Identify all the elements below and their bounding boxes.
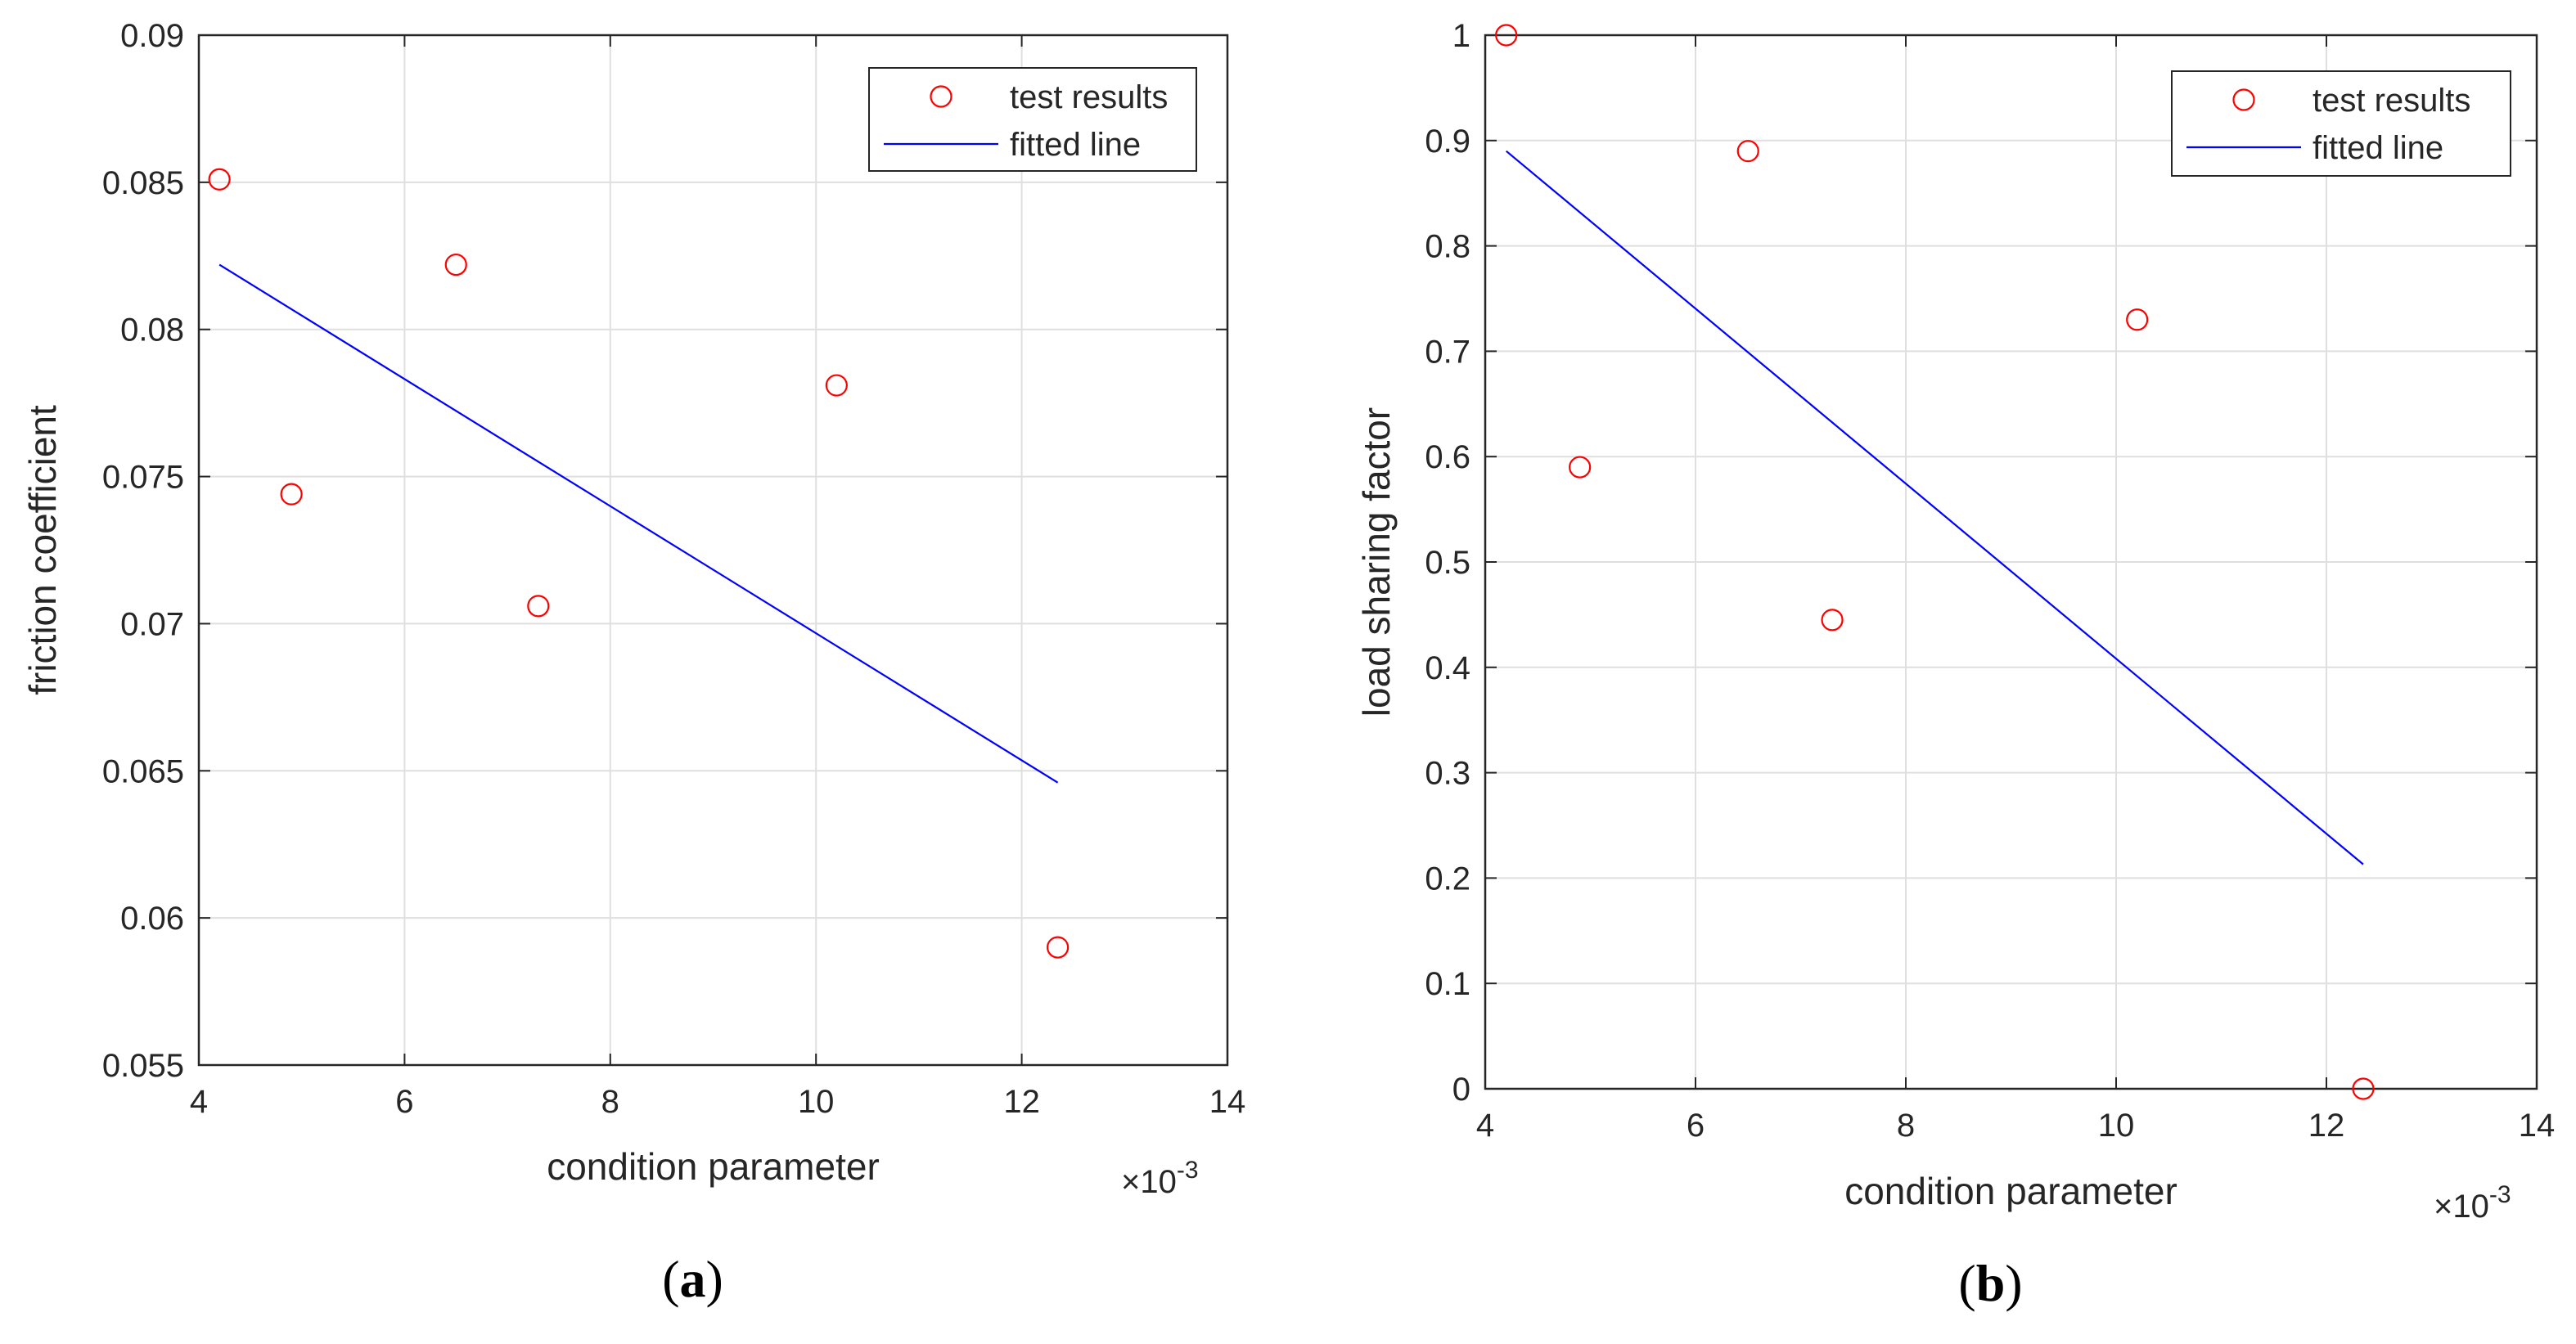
- data-point: [280, 483, 303, 506]
- x-axis-multiplier-base: ×10: [1121, 1164, 1177, 1200]
- x-axis-multiplier: ×10-3: [2434, 1181, 2511, 1225]
- panel-caption-letter: a: [680, 1250, 706, 1308]
- plot-area: [199, 35, 1227, 1065]
- y-tick-label: 0.085: [102, 165, 184, 201]
- x-tick-label: 12: [2308, 1108, 2345, 1144]
- panel-caption-letter: b: [1976, 1254, 2006, 1312]
- x-tick-label: 8: [1897, 1108, 1915, 1144]
- data-point: [444, 253, 467, 276]
- data-point: [1821, 609, 1844, 632]
- x-axis-multiplier-exponent: -3: [1177, 1157, 1199, 1184]
- data-point: [1736, 140, 1759, 163]
- y-tick-label: 0.06: [120, 901, 184, 937]
- y-tick-label: 0.2: [1425, 861, 1470, 897]
- data-point: [2126, 308, 2149, 331]
- legend-marker-swatch: [2232, 88, 2255, 111]
- y-tick-label: 0: [1452, 1072, 1470, 1108]
- legend-entry: test results: [2313, 83, 2470, 119]
- y-tick-label: 0.6: [1425, 439, 1470, 475]
- y-axis-label: load sharing factor: [1355, 407, 1398, 717]
- y-axis-label: friction coefficient: [21, 405, 64, 695]
- panel-caption: (b): [1958, 1254, 2022, 1312]
- x-tick-label: 10: [798, 1084, 835, 1120]
- legend-entry: test results: [1010, 79, 1168, 115]
- x-tick-label: 6: [1687, 1108, 1705, 1144]
- y-tick-label: 0.8: [1425, 229, 1470, 265]
- x-tick-label: 12: [1003, 1084, 1040, 1120]
- legend-box: [868, 67, 1197, 172]
- data-point: [1046, 936, 1070, 959]
- data-point: [2352, 1077, 2375, 1100]
- x-axis-multiplier-exponent: -3: [2489, 1181, 2511, 1208]
- legend-entry: fitted line: [2313, 130, 2443, 166]
- legend-marker-swatch: [930, 85, 952, 108]
- y-tick-label: 0.1: [1425, 966, 1470, 1002]
- y-tick-label: 0.055: [102, 1048, 184, 1084]
- fitted-line: [218, 263, 1059, 784]
- panel-caption-open: (: [662, 1250, 679, 1308]
- y-tick-label: 0.075: [102, 460, 184, 496]
- y-tick-label: 0.09: [120, 18, 184, 54]
- x-tick-label: 14: [2519, 1108, 2556, 1144]
- panel-b: 4 6 8 10 12 14 0 0.1 0.2 0.3 0.4 0.5 0.6 0.7 0.8 0.9 1 te…: [1355, 18, 2555, 1312]
- y-tick-label: 0.065: [102, 753, 184, 789]
- x-tick-label: 8: [601, 1084, 619, 1120]
- x-axis-label: condition parameter: [547, 1145, 880, 1188]
- y-tick-label: 0.7: [1425, 334, 1470, 370]
- x-tick-label: 6: [395, 1084, 413, 1120]
- legend-entry: fitted line: [1010, 127, 1141, 163]
- x-axis-multiplier: ×10-3: [1121, 1157, 1199, 1200]
- data-point: [1569, 456, 1592, 479]
- axes-box: [197, 34, 1229, 1067]
- y-tick-label: 1: [1452, 18, 1470, 54]
- y-tick-label: 0.07: [120, 606, 184, 642]
- panel-caption: (a): [662, 1250, 723, 1308]
- x-tick-label: 10: [2098, 1108, 2135, 1144]
- y-tick-label: 0.5: [1425, 545, 1470, 581]
- data-point: [208, 168, 231, 191]
- y-tick-label: 0.4: [1425, 650, 1470, 686]
- panel-caption-close: ): [706, 1250, 723, 1308]
- x-axis-label: condition parameter: [1844, 1170, 2177, 1212]
- x-tick-label: 4: [1476, 1108, 1494, 1144]
- x-tick-label: 4: [190, 1084, 208, 1120]
- x-axis-multiplier-base: ×10: [2434, 1189, 2489, 1225]
- panel-a: 4 6 8 10 12 14 0.055 0.06 0.065 0.07 0.075 0.08 0.08…: [21, 18, 1245, 1308]
- data-point: [527, 595, 550, 618]
- y-tick-label: 0.9: [1425, 124, 1470, 160]
- y-tick-label: 0.3: [1425, 756, 1470, 792]
- data-point: [1495, 24, 1518, 47]
- panel-caption-open: (: [1958, 1254, 1975, 1312]
- data-point: [825, 374, 848, 397]
- legend-box: [2171, 70, 2511, 177]
- panel-caption-close: ): [2005, 1254, 2022, 1312]
- x-tick-label: 14: [1209, 1084, 1246, 1120]
- y-tick-label: 0.08: [120, 312, 184, 348]
- fitted-line: [1505, 150, 2364, 865]
